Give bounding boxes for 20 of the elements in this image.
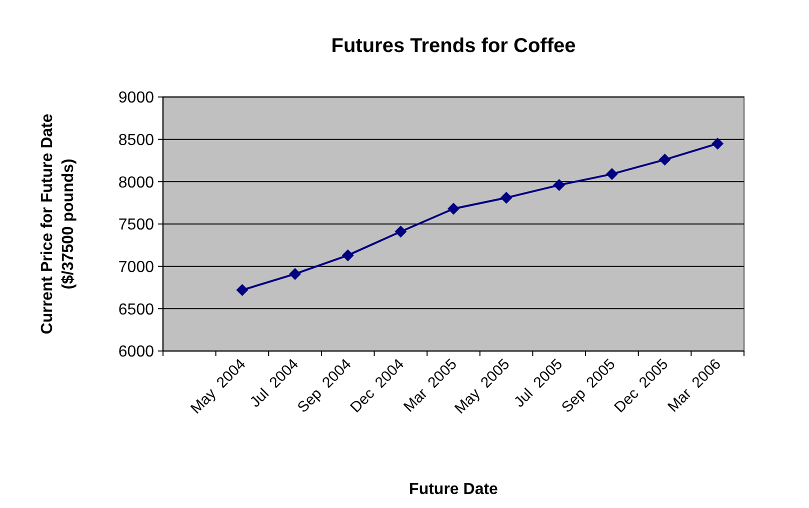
y-axis-title: Current Price for Future Date ($/37500 pounds) — [39, 114, 77, 334]
y-tick-label: 7000 — [118, 258, 154, 276]
point — [500, 192, 512, 204]
point — [606, 168, 618, 180]
x-axis-title: Future Date — [409, 481, 498, 498]
y-tick-label: 9000 — [118, 90, 154, 107]
point — [289, 268, 302, 280]
point — [712, 138, 724, 150]
y-tick-label: 6000 — [118, 344, 154, 361]
point — [448, 202, 460, 215]
point — [236, 284, 248, 296]
y-tick-label: 8500 — [118, 132, 154, 149]
point — [658, 154, 671, 166]
chart-title: Futures Trends for Coffee — [331, 35, 576, 57]
y-tick-label: 7500 — [118, 216, 154, 234]
point — [394, 226, 407, 238]
point — [553, 179, 566, 192]
y-tick-label: 6500 — [118, 301, 154, 318]
point — [342, 249, 354, 262]
y-tick-label: 8000 — [118, 174, 154, 192]
